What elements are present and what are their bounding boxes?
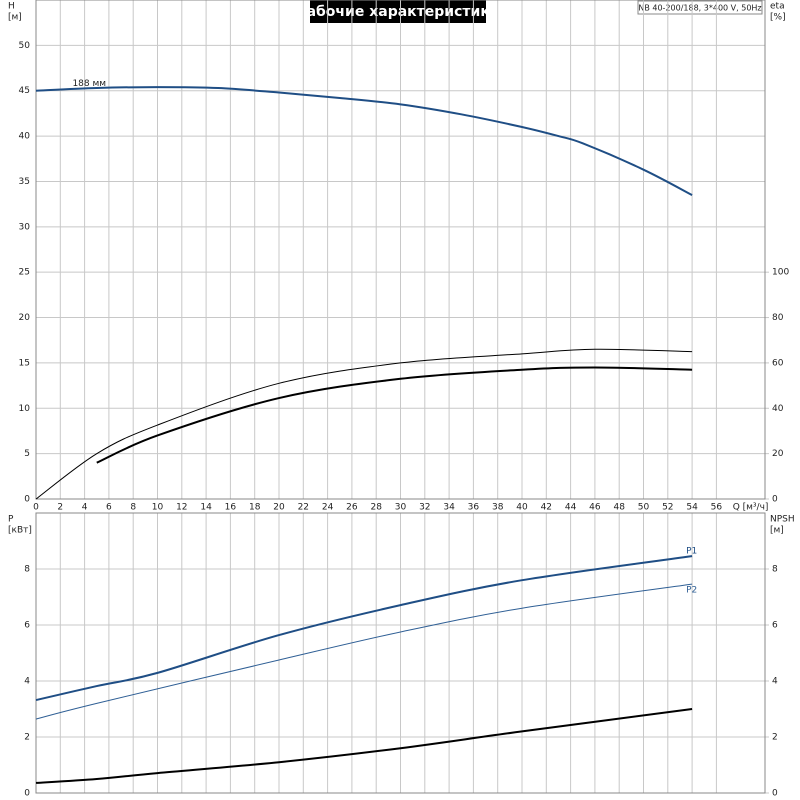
x-axis-label: Q [м³/ч]: [733, 503, 769, 513]
chart-title: Рабочие характеристики: [296, 4, 499, 20]
x-tick-label: 4: [82, 503, 88, 513]
y-tick-label: 5: [24, 449, 30, 459]
x-tick-label: 46: [589, 503, 601, 513]
y-axis-label: P: [8, 515, 14, 525]
y2-axis-unit: [%]: [770, 13, 786, 23]
x-tick-label: 0: [33, 503, 39, 513]
x-tick-label: 14: [200, 503, 212, 513]
curve: [35, 583, 693, 720]
y-tick-label: 4: [24, 677, 30, 687]
y-tick-label: 6: [24, 621, 30, 631]
y-axis-label: H: [8, 2, 15, 12]
y-tick-label: 30: [19, 222, 31, 232]
y-tick-label: 0: [24, 495, 30, 505]
x-tick-label: 18: [249, 503, 261, 513]
x-tick-label: 34: [443, 503, 455, 513]
x-tick-label: 10: [152, 503, 164, 513]
x-tick-label: 50: [638, 503, 650, 513]
y-axis-unit: [кВт]: [8, 526, 32, 536]
y2-tick-label: 80: [772, 313, 784, 323]
x-tick-label: 8: [130, 503, 136, 513]
x-tick-label: 54: [686, 503, 698, 513]
y2-tick-label: 6: [772, 621, 778, 631]
y2-tick-label: 8: [772, 565, 778, 575]
x-tick-label: 30: [395, 503, 407, 513]
series-label: P2: [686, 586, 697, 596]
y-tick-label: 2: [24, 733, 30, 743]
y-tick-label: 50: [19, 41, 31, 51]
x-tick-label: 12: [176, 503, 187, 513]
curve: [35, 86, 693, 196]
y2-tick-label: 2: [772, 733, 778, 743]
x-tick-label: 42: [541, 503, 552, 513]
y-tick-label: 35: [19, 177, 30, 187]
y2-tick-label: 40: [772, 404, 784, 414]
y2-tick-label: 4: [772, 677, 778, 687]
y-tick-label: 0: [24, 789, 30, 799]
annotation: 188 мм: [72, 79, 106, 89]
y-tick-label: 25: [19, 268, 30, 278]
x-tick-label: 22: [298, 503, 309, 513]
y2-tick-label: 100: [772, 268, 789, 278]
curve: [35, 348, 693, 500]
x-tick-label: 38: [492, 503, 504, 513]
x-tick-label: 40: [516, 503, 528, 513]
x-tick-label: 44: [565, 503, 577, 513]
x-tick-label: 36: [468, 503, 480, 513]
y2-axis-unit: [м]: [770, 526, 784, 536]
x-tick-label: 48: [613, 503, 625, 513]
y2-tick-label: 0: [772, 495, 778, 505]
plot-frame: [35, 512, 766, 794]
y2-tick-label: 20: [772, 449, 784, 459]
curve: [35, 708, 693, 784]
x-tick-label: 24: [322, 503, 334, 513]
y-tick-label: 8: [24, 565, 30, 575]
x-tick-label: 2: [57, 503, 63, 513]
y-tick-label: 45: [19, 86, 30, 96]
y-axis-unit: [м]: [8, 13, 22, 23]
y-tick-label: 40: [19, 132, 31, 142]
y2-axis-label: NPSH: [770, 515, 795, 525]
x-tick-label: 56: [711, 503, 723, 513]
x-tick-label: 20: [273, 503, 285, 513]
series-label: P1: [686, 547, 697, 557]
x-tick-label: 52: [662, 503, 673, 513]
y-tick-label: 20: [19, 313, 31, 323]
x-tick-label: 28: [370, 503, 382, 513]
x-tick-label: 6: [106, 503, 112, 513]
y-tick-label: 15: [19, 358, 30, 368]
y2-tick-label: 60: [772, 358, 784, 368]
y2-tick-label: 0: [772, 789, 778, 799]
x-tick-label: 26: [346, 503, 358, 513]
x-tick-label: 32: [419, 503, 430, 513]
x-tick-label: 16: [225, 503, 237, 513]
subtitle: NB 40-200/188, 3*400 V, 50Hz: [638, 4, 761, 13]
subtitle-box: [637, 0, 763, 15]
curve: [35, 555, 693, 702]
title-box: [310, 0, 486, 23]
y2-axis-label: eta: [770, 2, 785, 12]
curve: [96, 366, 693, 464]
y-tick-label: 10: [19, 404, 31, 414]
plot-frame: [35, 0, 766, 500]
